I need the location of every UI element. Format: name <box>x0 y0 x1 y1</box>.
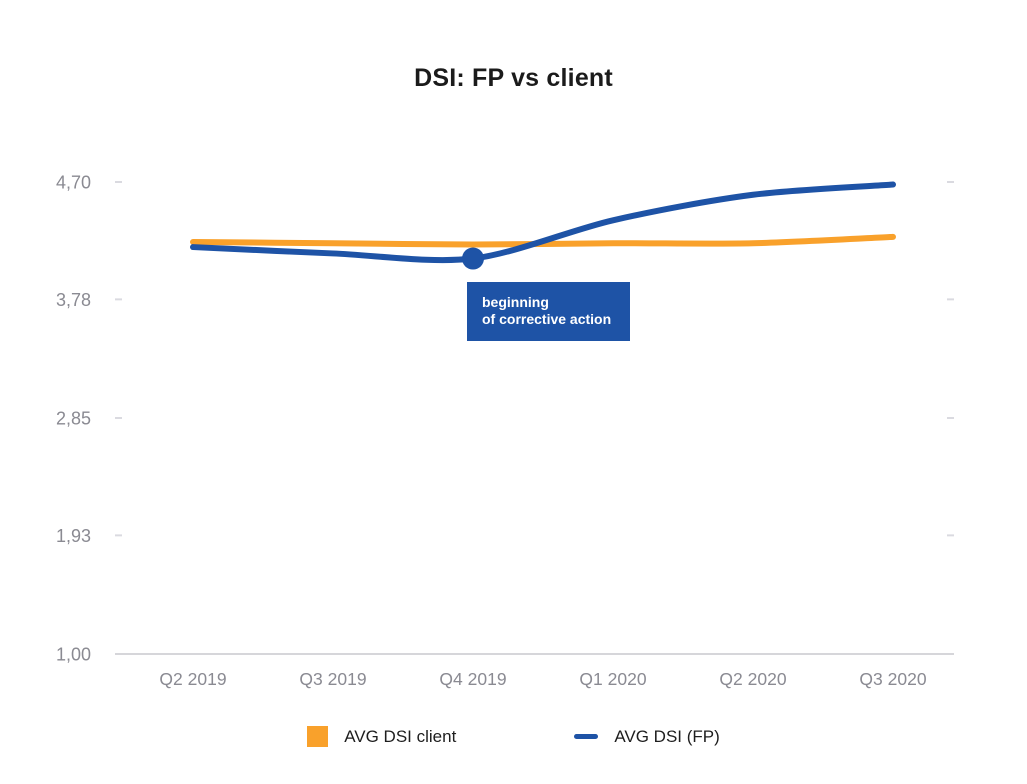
y-axis-tick-label: 4,70 <box>56 173 91 193</box>
corrective-action-marker <box>462 247 484 270</box>
gridline-tick <box>115 534 122 537</box>
legend-label: AVG DSI client <box>344 726 457 746</box>
avg-dsi-fp-line <box>190 181 896 264</box>
annotation-box: beginning of corrective action <box>467 282 630 341</box>
x-axis-tick-label: Q1 2020 <box>579 669 646 689</box>
y-axis-tick-label: 1,00 <box>56 645 91 665</box>
gridline-tick <box>947 534 954 537</box>
annotation-line-1: beginning <box>482 294 549 310</box>
x-axis-tick-label: Q3 2020 <box>859 669 926 689</box>
gridline-tick <box>947 298 954 301</box>
legend-item-avg-dsi-client[interactable]: AVG DSI client <box>307 726 456 747</box>
x-axis-tick-label: Q4 2019 <box>439 669 506 689</box>
gridline-tick <box>115 417 122 419</box>
gridline-tick <box>947 417 954 419</box>
chart-title: DSI: FP vs client <box>414 64 613 92</box>
x-axis-tick-label: Q3 2019 <box>299 669 366 689</box>
gridline-tick <box>115 181 122 183</box>
legend-swatch-avg-dsi-fp <box>574 734 599 739</box>
legend-label: AVG DSI (FP) <box>614 726 720 746</box>
gridline-tick <box>115 298 122 301</box>
x-axis-tick-label: Q2 2020 <box>719 669 786 689</box>
annotation-line-2: of corrective action <box>482 311 612 327</box>
gridline-tick <box>947 181 954 183</box>
chart-legend: AVG DSI client AVG DSI (FP) <box>0 726 1027 747</box>
y-axis-tick-label: 1,93 <box>56 526 91 546</box>
plot-area: 4,70 3,78 2,85 1,93 1,00 Q2 2019 Q3 2019 Q4 201… <box>56 173 954 689</box>
y-axis-tick-label: 2,85 <box>56 409 91 429</box>
legend-swatch-avg-dsi-client <box>307 726 329 747</box>
x-axis-tick-label: Q2 2019 <box>159 669 226 689</box>
y-axis-tick-label: 3,78 <box>56 290 91 310</box>
legend-item-avg-dsi-fp[interactable]: AVG DSI (FP) <box>574 726 720 747</box>
